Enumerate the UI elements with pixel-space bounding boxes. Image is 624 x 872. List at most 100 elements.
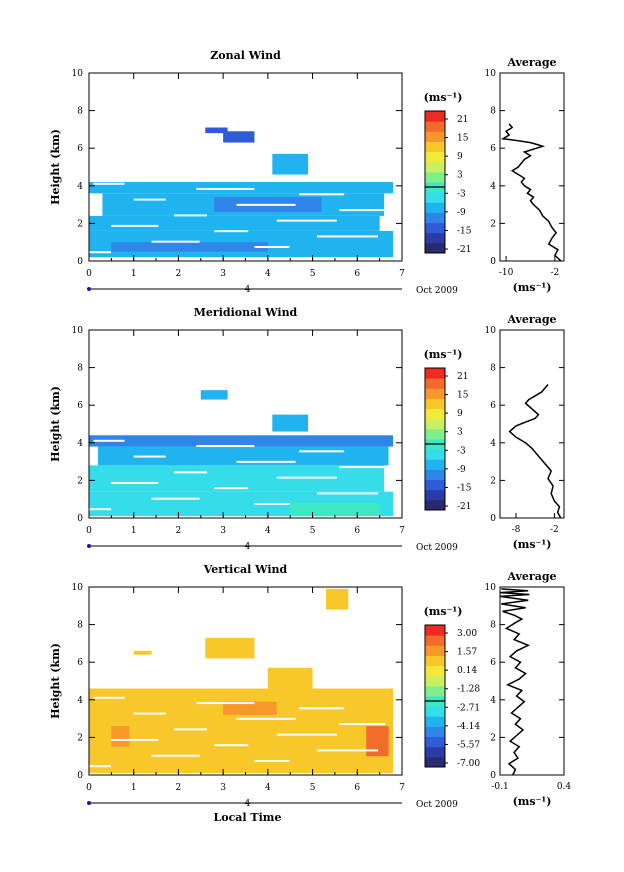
colorbar-swatch <box>425 141 445 153</box>
data-gap <box>196 188 255 191</box>
x-tick-label: 1 <box>131 783 137 793</box>
colorbar-tick-label: 1.57 <box>457 648 477 658</box>
colorbar-swatch <box>425 469 445 481</box>
x-tick-label: 5 <box>310 526 316 536</box>
date-axis-marker <box>87 544 91 548</box>
date-axis-marker <box>87 801 91 805</box>
average-y-tick-label: 4 <box>490 439 496 449</box>
colorbar-swatch <box>425 655 445 667</box>
x-tick-label: 2 <box>176 526 182 536</box>
x-tick-label: 0 <box>86 526 92 536</box>
x-tick-label: 0 <box>86 783 92 793</box>
colorbar-swatch <box>425 111 445 122</box>
average-y-tick-label: 4 <box>490 182 496 192</box>
data-gap <box>111 224 159 227</box>
average-y-tick-label: 0 <box>490 771 496 781</box>
colorbar-swatch <box>425 479 445 491</box>
y-tick-label: 0 <box>77 514 83 524</box>
panel-meridional-wind: Meridional Wind 0 1 2 3 4 5 6 7 0 2 4 6 8 10 Height (km… <box>49 306 565 553</box>
colorbar-swatch <box>425 726 445 738</box>
colorbar-swatch <box>425 121 445 132</box>
average-profile-line <box>499 588 531 776</box>
y-tick-label: 4 <box>77 696 83 706</box>
y-tick-label: 2 <box>77 476 83 486</box>
colorbar-tick-label: 9 <box>457 152 463 162</box>
average-x-tick-label: -2 <box>550 525 559 535</box>
colorbar-tick-label: -15 <box>457 226 472 236</box>
colorbar-swatch <box>425 675 445 687</box>
average-frame <box>499 72 565 262</box>
data-gap <box>299 193 345 196</box>
panel-title: Vertical Wind <box>203 563 288 576</box>
colorbar-tick-label: 3 <box>457 428 463 438</box>
data-gap <box>254 502 290 505</box>
heatmap-cell <box>205 637 255 659</box>
x-tick-label: 7 <box>399 783 405 793</box>
data-gap <box>111 481 159 484</box>
heatmap-cell <box>133 650 152 655</box>
data-gap <box>93 182 125 185</box>
colorbar-swatch <box>425 192 445 203</box>
colorbar-unit: (ms⁻¹) <box>424 605 463 618</box>
colorbar-swatch <box>425 665 445 677</box>
colorbar-tick-label: -3 <box>457 446 466 456</box>
average-y-tick-label: 8 <box>490 107 496 117</box>
colorbar-swatch <box>425 746 445 758</box>
panel-zonal-wind: Zonal Wind 0 1 2 3 4 5 6 7 0 2 4 6 8 10 Height (km) 4 Oct… <box>49 49 565 296</box>
data-gap <box>276 476 337 479</box>
colorbar-swatch <box>425 232 445 244</box>
colorbar-tick-label: -15 <box>457 483 472 493</box>
y-tick-label: 4 <box>77 439 83 449</box>
colorbar-tick-label: 9 <box>457 409 463 419</box>
x-axis-label: Local Time <box>214 811 282 824</box>
date-label: Oct 2009 <box>416 543 458 553</box>
colorbar-tick-label: -21 <box>457 502 472 512</box>
data-gap <box>254 759 290 762</box>
average-y-tick-label: 10 <box>485 583 497 593</box>
heatmap-cell <box>89 182 394 194</box>
x-tick-label: 3 <box>220 269 226 279</box>
x-tick-label: 2 <box>176 269 182 279</box>
data-gap <box>196 702 255 705</box>
average-x-tick-label: 0.4 <box>557 782 572 792</box>
y-tick-label: 10 <box>72 326 84 336</box>
colorbar-swatch <box>425 449 445 460</box>
average-unit: (ms⁻¹) <box>513 538 552 551</box>
y-tick-label: 10 <box>72 69 84 79</box>
average-title: Average <box>506 313 556 326</box>
date-axis-marker <box>87 287 91 291</box>
x-tick-label: 7 <box>399 526 405 536</box>
data-gap <box>339 209 386 212</box>
data-gap <box>254 245 290 248</box>
data-gap <box>317 492 379 495</box>
colorbar-swatch <box>425 418 445 430</box>
data-gap <box>317 235 379 238</box>
colorbar-swatch <box>425 242 445 254</box>
y-tick-label: 6 <box>77 658 83 668</box>
y-tick-label: 8 <box>77 621 83 631</box>
colorbar-swatch <box>425 685 445 697</box>
average-title: Average <box>506 56 556 69</box>
colorbar-swatch <box>425 645 445 656</box>
average-x-tick-label: -2 <box>550 268 559 278</box>
data-gap <box>151 497 200 500</box>
average-y-tick-label: 2 <box>490 219 496 229</box>
data-gap <box>133 198 166 201</box>
data-gap <box>196 445 255 448</box>
colorbar-tick-label: 15 <box>457 134 469 144</box>
y-tick-label: 8 <box>77 364 83 374</box>
heatmap-cell <box>111 242 268 252</box>
colorbar-tick-label: 3 <box>457 171 463 181</box>
colorbar-swatch <box>425 378 445 389</box>
data-gap <box>89 508 111 511</box>
y-axis-label: Height (km) <box>49 643 62 719</box>
average-unit: (ms⁻¹) <box>513 281 552 294</box>
colorbar-tick-label: -1.28 <box>457 685 480 695</box>
data-gap <box>276 733 337 736</box>
data-gap <box>214 230 249 233</box>
day-label: 4 <box>245 542 251 552</box>
average-y-tick-label: 4 <box>490 696 496 706</box>
data-gap <box>111 738 159 741</box>
heatmap-cell <box>223 131 255 143</box>
colorbar-swatch <box>425 398 445 410</box>
